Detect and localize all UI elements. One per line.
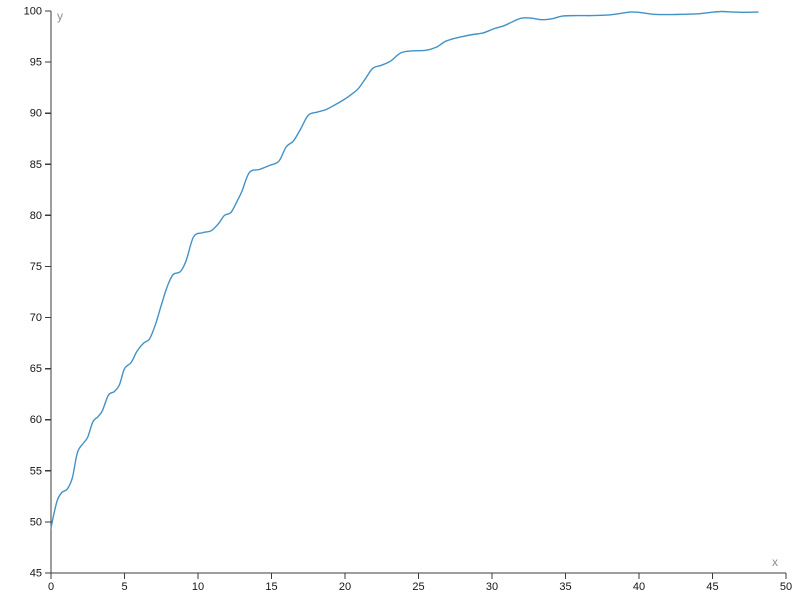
- x-tick-label: 25: [412, 581, 424, 593]
- y-tick-label: 55: [30, 465, 42, 477]
- y-tick-label: 45: [30, 568, 42, 580]
- y-tick-label: 75: [30, 261, 42, 273]
- y-tick-label: 50: [30, 516, 42, 528]
- x-tick-label: 45: [706, 581, 718, 593]
- x-tick-label: 40: [633, 581, 645, 593]
- y-tick-label: 90: [30, 108, 42, 120]
- y-tick-label: 95: [30, 57, 42, 69]
- x-tick-label: 5: [121, 581, 127, 593]
- y-tick-label: 70: [30, 312, 42, 324]
- x-tick-label: 30: [486, 581, 498, 593]
- x-tick-label: 15: [265, 581, 277, 593]
- y-tick-label: 65: [30, 363, 42, 375]
- y-tick-label: 60: [30, 414, 42, 426]
- x-tick-label: 0: [48, 581, 54, 593]
- y-axis-label: y: [57, 9, 63, 23]
- x-axis-label: x: [772, 555, 778, 569]
- x-tick-label: 35: [559, 581, 571, 593]
- x-tick-label: 20: [339, 581, 351, 593]
- x-tick-label: 50: [780, 581, 792, 593]
- y-tick-label: 80: [30, 210, 42, 222]
- y-tick-label: 85: [30, 159, 42, 171]
- x-tick-label: 10: [192, 581, 204, 593]
- data-line: [50, 10, 759, 529]
- y-tick-label: 100: [24, 6, 42, 18]
